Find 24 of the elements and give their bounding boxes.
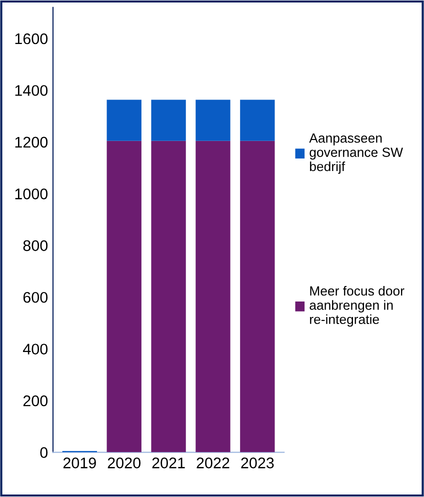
bar	[240, 140, 275, 452]
bar	[196, 100, 230, 141]
bar	[240, 100, 275, 141]
y-tick-label: 0	[40, 447, 48, 458]
y-tick-label: 1200	[15, 136, 48, 148]
bar	[151, 140, 186, 452]
y-tick-label: 800	[23, 240, 48, 252]
x-tick-label: 2019	[63, 458, 96, 468]
x-tick-label: 2021	[152, 458, 185, 468]
x-tick-label: 2020	[108, 458, 140, 468]
y-tick-label: 200	[23, 395, 48, 406]
y-tick-label: 1400	[15, 85, 48, 96]
bar	[106, 140, 142, 452]
x-tick-label: 2023	[241, 458, 274, 468]
y-tick-label: 1000	[15, 188, 48, 200]
y-tick-label: 1600	[15, 33, 48, 44]
bar	[196, 140, 230, 452]
legend-label: Meer focus door aanbrengen in re-integratie	[310, 286, 404, 327]
legend-label: Aanpasseen governance SW bedrijf	[309, 134, 403, 174]
x-tick-label: 2022	[196, 458, 230, 468]
y-tick-label: 400	[23, 344, 48, 355]
bar	[106, 100, 142, 141]
y-tick-label: 600	[23, 292, 48, 303]
bar	[151, 100, 186, 141]
